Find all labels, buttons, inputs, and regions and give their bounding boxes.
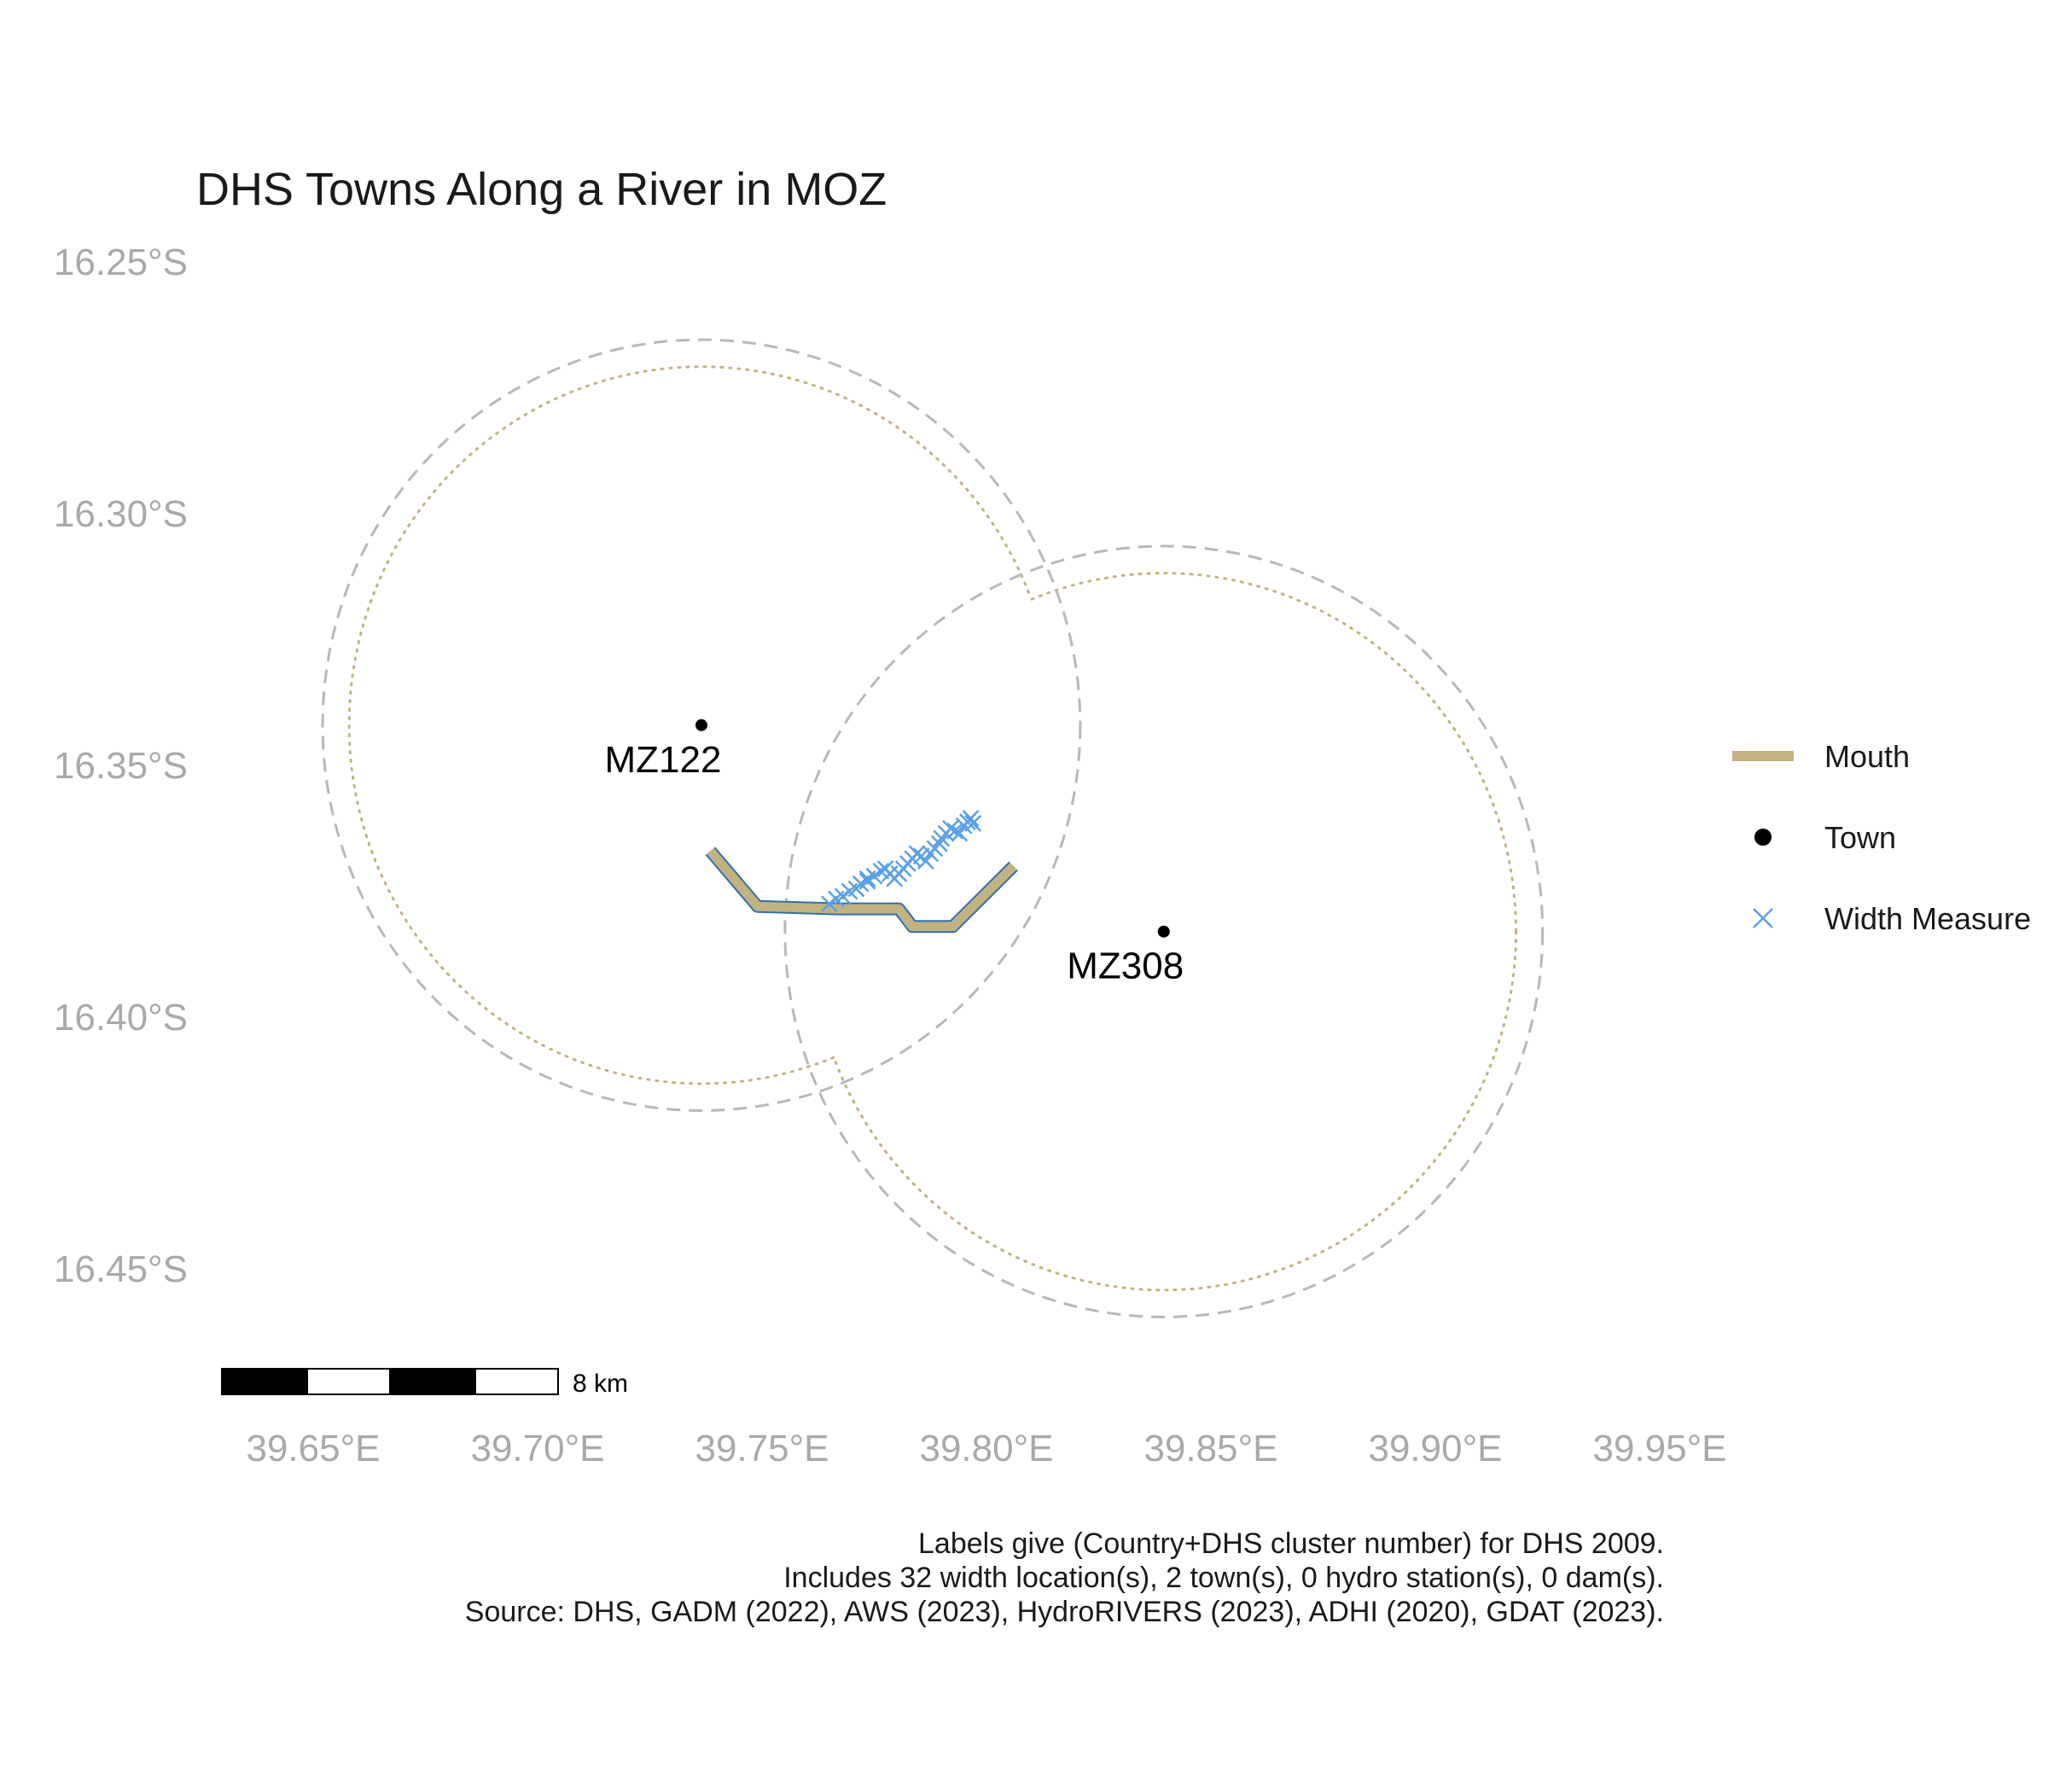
- town-buffer-circle: [321, 338, 1082, 1113]
- scale-segment: [306, 1368, 391, 1395]
- legend-item-town: Town: [1754, 820, 1896, 855]
- x-tick-label: 39.85°E: [1143, 1428, 1277, 1469]
- y-tick-label: 16.45°S: [54, 1248, 188, 1290]
- y-axis: 16.25°S 16.30°S 16.35°S 16.40°S 16.45°S: [54, 241, 188, 1290]
- town-label: MZ122: [605, 739, 722, 781]
- x-axis: 39.65°E 39.70°E 39.75°E 39.80°E 39.85°E …: [246, 1428, 1726, 1469]
- width-measure-point: [942, 819, 959, 837]
- legend-dot-icon: [1754, 829, 1772, 846]
- y-tick-label: 16.30°S: [54, 493, 188, 535]
- width-measure-point: [946, 822, 964, 840]
- legend: Mouth Town Width Measure: [1732, 739, 2031, 936]
- legend-label: Width Measure: [1824, 901, 2031, 936]
- map-title: DHS Towns Along a River in MOZ: [196, 164, 887, 215]
- y-tick-label: 16.25°S: [54, 241, 188, 283]
- x-tick-label: 39.70°E: [470, 1428, 604, 1469]
- river-mouth: [705, 847, 1018, 934]
- buffer-union-segment: [833, 930, 1518, 1292]
- scale-label: 8 km: [573, 1370, 628, 1398]
- x-tick-label: 39.65°E: [246, 1428, 380, 1469]
- width-measure-point: [834, 887, 852, 905]
- width-measure-point: [821, 895, 838, 913]
- town-point: [695, 719, 707, 731]
- towns: MZ122 MZ308: [605, 719, 1184, 987]
- legend-label: Town: [1824, 820, 1896, 855]
- y-tick-label: 16.35°S: [54, 745, 188, 787]
- width-measure-point: [964, 814, 982, 832]
- x-tick-label: 39.75°E: [695, 1428, 829, 1469]
- town-label: MZ308: [1067, 945, 1184, 987]
- town-buffer-circle: [783, 544, 1545, 1318]
- town-buffers: [321, 338, 1545, 1318]
- width-measure-point: [858, 870, 876, 887]
- legend-cross-icon: [1753, 908, 1773, 928]
- scale-segment: [389, 1368, 476, 1395]
- caption-line: Labels give (Country+DHS cluster number)…: [918, 1527, 1664, 1560]
- y-tick-label: 16.40°S: [54, 997, 188, 1039]
- caption-line: Source: DHS, GADM (2022), AWS (2023), Hy…: [465, 1596, 1664, 1628]
- scale-bar: 8 km: [221, 1368, 628, 1398]
- legend-label: Mouth: [1824, 739, 1910, 774]
- scale-segment: [221, 1368, 308, 1395]
- x-tick-label: 39.80°E: [919, 1428, 1053, 1469]
- x-tick-label: 39.90°E: [1368, 1428, 1502, 1469]
- width-measures: [821, 810, 982, 913]
- width-measure-point: [951, 824, 969, 842]
- width-measure-point: [930, 835, 948, 852]
- width-measure-point: [962, 810, 980, 827]
- width-measure-point: [917, 852, 934, 870]
- river-line: [707, 847, 1017, 932]
- buffer-union-segment: [347, 365, 1032, 1085]
- legend-item-mouth: Mouth: [1732, 739, 1910, 774]
- caption-line: Includes 32 width location(s), 2 town(s)…: [783, 1562, 1664, 1594]
- scale-segment: [474, 1368, 559, 1395]
- width-measure-point: [858, 872, 876, 890]
- legend-item-width-measure: Width Measure: [1753, 901, 2031, 936]
- town-point: [1157, 925, 1170, 938]
- buffer-union-outline: [347, 365, 1518, 1292]
- x-tick-label: 39.95°E: [1592, 1428, 1726, 1469]
- caption: Labels give (Country+DHS cluster number)…: [465, 1527, 1664, 1628]
- buffer-union-segment: [1030, 572, 1518, 934]
